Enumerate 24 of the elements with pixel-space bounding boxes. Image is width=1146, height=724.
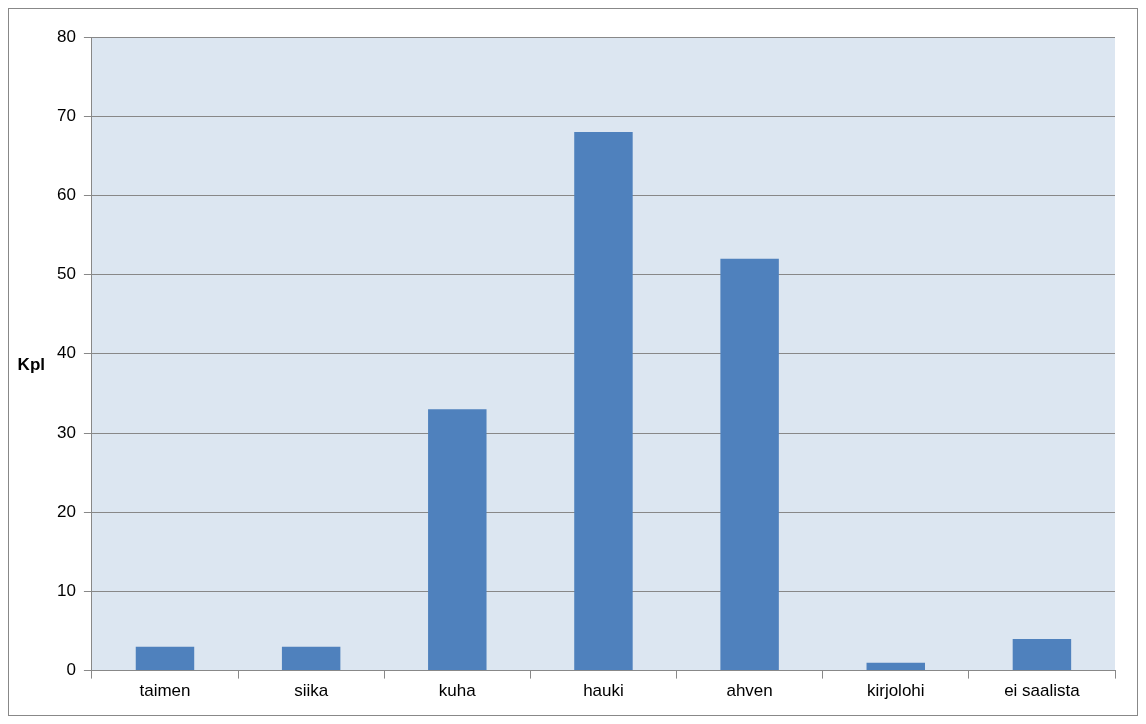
x-tick-label: ei saalista bbox=[1004, 681, 1081, 701]
x-tick-label: ahven bbox=[726, 681, 773, 701]
bar bbox=[866, 662, 925, 671]
y-tick-label: 10 bbox=[56, 581, 76, 601]
bar bbox=[720, 258, 779, 671]
y-tick-label: 50 bbox=[56, 264, 76, 284]
x-tick-label: taimen bbox=[139, 681, 191, 701]
y-tick-label: 0 bbox=[66, 660, 76, 680]
x-tick-label: kirjolohi bbox=[866, 681, 925, 701]
bar bbox=[1012, 638, 1072, 671]
y-tick-label: 70 bbox=[56, 105, 76, 125]
y-tick-label: 30 bbox=[56, 422, 76, 442]
x-tick-label: siika bbox=[294, 681, 329, 701]
x-tick-label: kuha bbox=[438, 681, 477, 701]
x-tick-label: hauki bbox=[583, 681, 624, 701]
y-tick-label: 80 bbox=[56, 26, 76, 46]
y-tick-label: 20 bbox=[56, 501, 76, 521]
y-axis-title: Kpl bbox=[17, 355, 45, 375]
bar bbox=[428, 409, 487, 671]
y-tick-label: 40 bbox=[56, 343, 76, 363]
y-tick-label: 60 bbox=[56, 185, 76, 205]
bar bbox=[574, 132, 633, 671]
bar bbox=[135, 646, 195, 671]
bar bbox=[281, 646, 341, 671]
